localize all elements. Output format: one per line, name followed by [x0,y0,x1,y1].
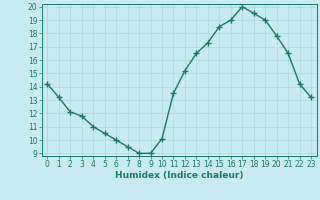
X-axis label: Humidex (Indice chaleur): Humidex (Indice chaleur) [115,171,244,180]
